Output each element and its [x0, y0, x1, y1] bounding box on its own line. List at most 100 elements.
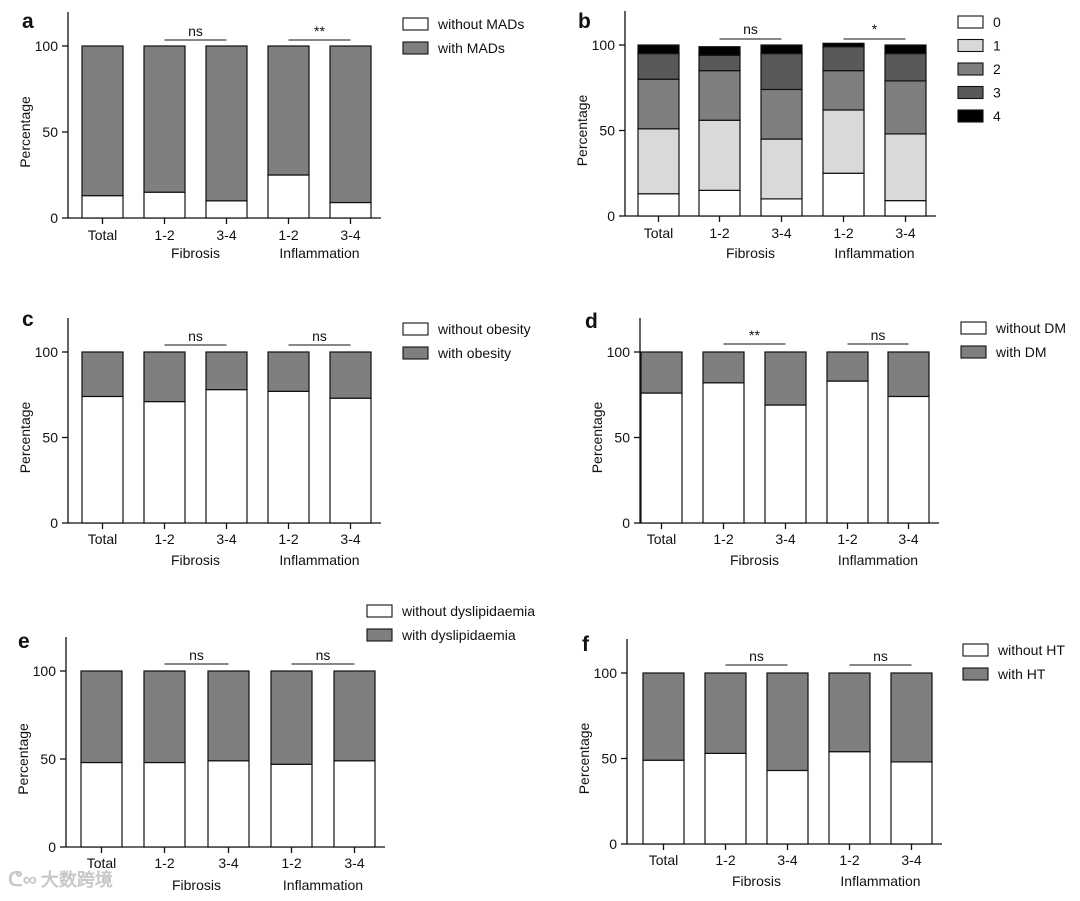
bar-segment-3-4-0	[884, 200, 927, 217]
panel-label: e	[18, 630, 30, 653]
bar-segment-1-2-with-DM	[702, 351, 745, 384]
y-tick-label: 50	[40, 751, 56, 767]
bar-segment-1-2-with-MADs	[143, 45, 186, 193]
x-tick-label: Total	[88, 227, 118, 243]
bar-segment-3-4-4	[760, 44, 803, 55]
bar-segment-3-4-without-DM	[764, 404, 807, 524]
legend-label: with dyslipidaemia	[401, 627, 516, 643]
y-tick-label: 50	[42, 430, 58, 446]
bar-segment-Total-with-dyslipidaemia	[80, 670, 123, 764]
bar-segment-1-2-with-DM	[826, 351, 869, 382]
bar-segment-1-2-without-DM	[826, 380, 869, 524]
legend-swatch-without-dyslipidaemia	[366, 604, 393, 618]
bar-segment-3-4-1	[884, 133, 927, 202]
bar-segment-Total-1	[637, 128, 680, 195]
bar-segment-1-2-3	[698, 54, 741, 72]
bar-segment-Total-0	[637, 193, 680, 217]
bar-segment-3-4-with-obesity	[205, 351, 248, 391]
bar-segment-3-4-with-MADs	[329, 45, 372, 204]
x-tick-label: 1-2	[278, 531, 298, 547]
y-tick-label: 100	[33, 663, 57, 679]
bar-segment-1-2-without-dyslipidaemia	[143, 761, 186, 848]
legend-swatch-with-DM	[960, 345, 987, 359]
bar-segment-1-2-0	[822, 172, 865, 217]
bar-segment-Total-4	[637, 44, 680, 55]
bar-segment-3-4-3	[884, 52, 927, 82]
bar-segment-3-4-with-dyslipidaemia	[333, 670, 376, 762]
bar-segment-Total-with-obesity	[81, 351, 124, 398]
significance-label: *	[872, 21, 878, 37]
significance-label: ns	[312, 328, 327, 344]
significance-label: ns	[749, 648, 764, 664]
y-tick-label: 50	[614, 430, 630, 446]
legend-label: with obesity	[437, 345, 511, 361]
group-label: Inflammation	[838, 552, 918, 568]
legend-label: with HT	[997, 666, 1046, 682]
bar-segment-3-4-without-MADs	[329, 201, 372, 219]
watermark-logo-icon: ᕦ∞	[8, 868, 37, 891]
bar-segment-1-2-2	[698, 70, 741, 121]
legend-swatch-with-obesity	[402, 346, 429, 360]
group-label: Inflammation	[840, 873, 920, 889]
y-tick-label: 100	[592, 37, 616, 53]
bar-segment-Total-without-MADs	[81, 195, 124, 219]
bar-segment-3-4-with-DM	[764, 351, 807, 406]
x-tick-label: 1-2	[833, 225, 853, 241]
legend-label: 3	[993, 85, 1001, 101]
bar-segment-1-2-3	[822, 46, 865, 72]
bar-segment-1-2-0	[698, 189, 741, 217]
bar-segment-1-2-with-obesity	[143, 351, 186, 403]
bar-segment-1-2-without-HT	[828, 751, 871, 845]
group-label: Fibrosis	[171, 245, 220, 261]
legend-label: without MADs	[437, 16, 524, 32]
legend-swatch-with-HT	[962, 667, 989, 681]
legend-swatch-0	[957, 15, 984, 29]
bar-segment-Total-3	[637, 52, 680, 80]
bar-segment-3-4-with-HT	[890, 672, 933, 763]
x-tick-label: 1-2	[154, 227, 174, 243]
panel-b: b 0 50 100 Percentage Total 1-2 3-4 1-2 3-4 Fibros…	[574, 10, 1001, 261]
bar-segment-1-2-4	[822, 42, 865, 48]
group-label: Fibrosis	[172, 877, 221, 893]
y-tick-label: 50	[42, 124, 58, 140]
panel-e: e 0 50 100 Percentage Total 1-2 3-4 1-2 3-4 Fibros…	[15, 603, 535, 893]
bar-segment-3-4-4	[884, 44, 927, 55]
bar-segment-1-2-without-obesity	[267, 390, 310, 524]
y-axis-label: Percentage	[576, 722, 592, 794]
watermark: ᕦ∞ 大数跨境	[8, 866, 113, 892]
bar-segment-3-4-with-obesity	[329, 351, 372, 399]
group-label: Fibrosis	[732, 873, 781, 889]
x-tick-label: 1-2	[709, 225, 729, 241]
x-tick-label: Total	[87, 855, 117, 871]
x-tick-label: 3-4	[216, 531, 236, 547]
group-label: Inflammation	[283, 877, 363, 893]
panel-label: c	[22, 308, 34, 331]
y-axis-label: Percentage	[574, 94, 590, 166]
significance-label: **	[314, 23, 325, 39]
y-tick-label: 50	[599, 123, 615, 139]
x-tick-label: 1-2	[278, 227, 298, 243]
x-tick-label: 3-4	[777, 852, 797, 868]
significance-label: **	[749, 327, 760, 343]
y-axis-label: Percentage	[17, 401, 33, 473]
bar-segment-3-4-without-obesity	[205, 389, 248, 524]
bar-segment-1-2-with-dyslipidaemia	[270, 670, 313, 765]
bar-segment-3-4-with-DM	[887, 351, 930, 398]
x-tick-label: 1-2	[154, 531, 174, 547]
bar-segment-1-2-without-obesity	[143, 400, 186, 524]
legend-swatch-without-HT	[962, 643, 989, 657]
legend-swatch-3	[957, 85, 984, 100]
bar-segment-3-4-without-dyslipidaemia	[333, 760, 376, 848]
x-tick-label: Total	[644, 225, 674, 241]
panel-label: d	[585, 310, 598, 333]
bar-segment-1-2-with-HT	[704, 672, 747, 754]
bar-segment-1-2-without-MADs	[143, 191, 186, 219]
legend-label: without HT	[997, 642, 1065, 658]
legend-swatch-with-MADs	[402, 41, 429, 55]
bar-segment-3-4-2	[760, 88, 803, 140]
x-tick-label: 3-4	[771, 225, 791, 241]
bar-segment-3-4-0	[760, 198, 803, 217]
legend-swatch-without-obesity	[402, 322, 429, 336]
legend-label: without obesity	[437, 321, 531, 337]
x-tick-label: 3-4	[775, 531, 795, 547]
